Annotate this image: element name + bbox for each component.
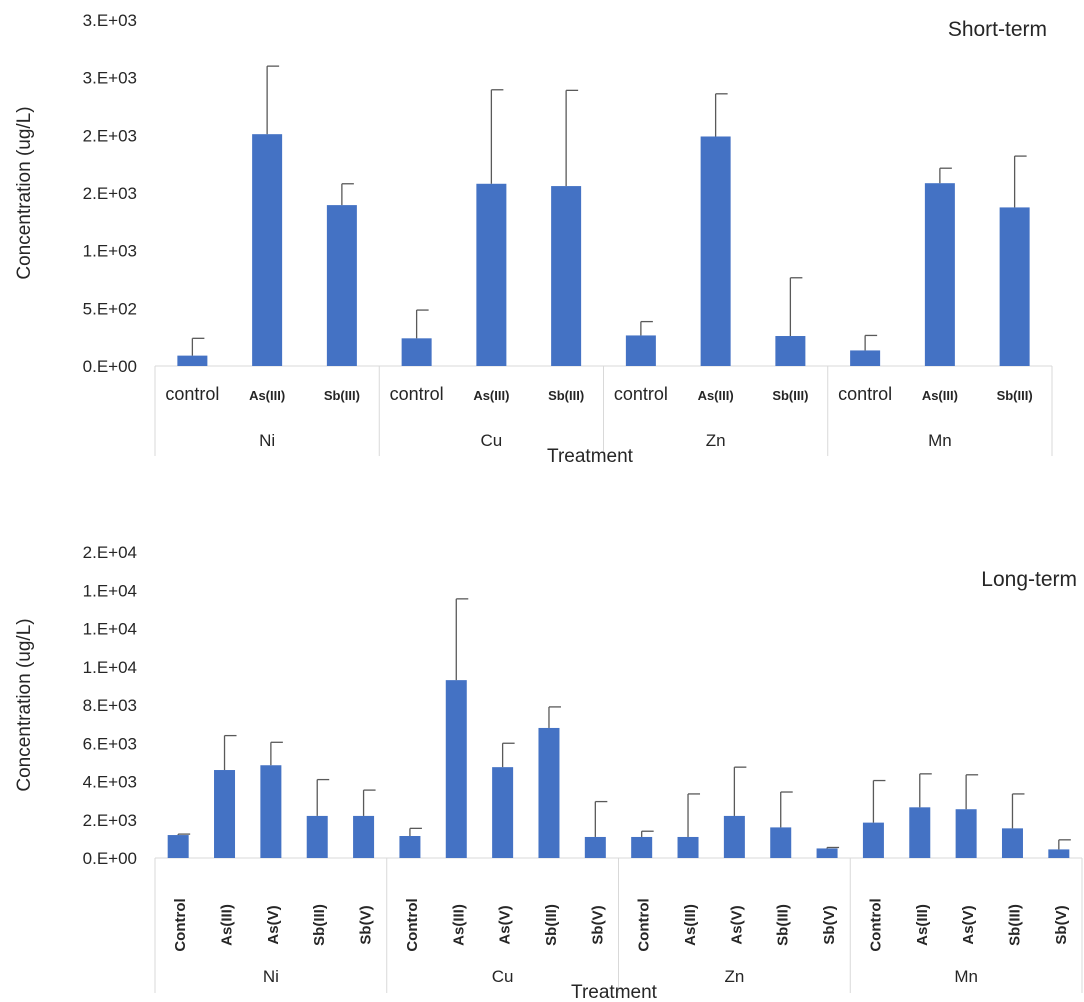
bar	[909, 807, 931, 858]
chart-title: Short-term	[948, 18, 1047, 41]
category-label: Control	[172, 898, 189, 951]
y-tick-label: 2.E+03	[83, 184, 137, 203]
group-label: Ni	[259, 431, 275, 450]
category-label: Sb(III)	[1006, 904, 1023, 946]
y-tick-label: 0.E+00	[83, 849, 137, 868]
category-label: As(III)	[698, 388, 734, 403]
group-label: Cu	[492, 967, 514, 986]
bar	[816, 848, 838, 858]
category-label: As(III)	[914, 904, 931, 946]
category-label: control	[390, 384, 444, 404]
category-label: As(V)	[728, 905, 745, 944]
y-tick-label: 1.E+04	[83, 581, 137, 600]
bar	[306, 815, 328, 858]
y-tick-label: 5.E+02	[83, 299, 137, 318]
bar	[260, 765, 282, 858]
chart-title: Long-term	[981, 568, 1077, 591]
group-label: Zn	[724, 967, 744, 986]
long-term-chart: 0.E+00 2.E+03 4.E+03 6.E+03 8.E+03 1.E+04 1.E+…	[14, 543, 1083, 1002]
bar	[445, 680, 467, 858]
category-label: As(III)	[922, 388, 958, 403]
category-label: Sb(III)	[324, 388, 360, 403]
group-label: Zn	[706, 431, 726, 450]
y-tick-label: 6.E+03	[83, 734, 137, 753]
bar	[584, 836, 606, 858]
x-axis-title: Treatment	[571, 982, 658, 1002]
group-label: Mn	[928, 431, 952, 450]
category-label: Sb(III)	[548, 388, 584, 403]
bar	[538, 727, 560, 858]
category-label: As(V)	[497, 905, 514, 944]
category-label: As(III)	[450, 904, 467, 946]
category-label: control	[614, 384, 668, 404]
category-label: As(V)	[960, 905, 977, 944]
bar	[862, 822, 884, 858]
y-tick-label: 4.E+03	[83, 773, 137, 792]
category-label: Control	[636, 898, 653, 951]
y-axis-title: Concentration (ug/L)	[14, 618, 35, 791]
y-tick-label: 1.E+04	[83, 620, 137, 639]
y-tick-label: 0.E+00	[83, 357, 137, 376]
category-label: As(III)	[682, 904, 699, 946]
category-label: Sb(V)	[358, 905, 375, 944]
bar	[214, 770, 236, 858]
bar	[1048, 849, 1070, 858]
bar	[177, 355, 208, 366]
bar	[401, 338, 432, 366]
category-label: As(III)	[473, 388, 509, 403]
y-tick-label: 3.E+03	[83, 69, 137, 88]
bar	[723, 815, 745, 858]
category-label: control	[165, 384, 219, 404]
category-label: Sb(V)	[589, 905, 606, 944]
bar	[551, 186, 582, 366]
category-label: Sb(V)	[1053, 905, 1070, 944]
group-label: Cu	[481, 431, 503, 450]
bar	[252, 134, 283, 366]
bar	[700, 136, 731, 366]
category-label: Control	[404, 898, 421, 951]
bar	[924, 183, 955, 366]
x-axis-title: Treatment	[547, 446, 634, 467]
y-tick-label: 3.E+03	[83, 11, 137, 30]
category-label: Sb(III)	[997, 388, 1033, 403]
category-label: Sb(V)	[821, 905, 838, 944]
group-label: Ni	[263, 967, 279, 986]
category-label: As(V)	[265, 905, 282, 944]
short-term-chart: 0.E+00 5.E+02 1.E+03 2.E+03 2.E+03 3.E+03 3.E+…	[14, 11, 1053, 467]
bar	[631, 836, 653, 858]
group-label: Mn	[954, 967, 978, 986]
category-label: As(III)	[249, 388, 285, 403]
y-tick-label: 2.E+03	[83, 126, 137, 145]
category-label: As(III)	[219, 904, 236, 946]
bar	[476, 183, 507, 366]
category-label: Sb(III)	[543, 904, 560, 946]
bar	[677, 836, 699, 858]
y-tick-label: 8.E+03	[83, 696, 137, 715]
y-tick-label: 2.E+03	[83, 811, 137, 830]
category-label: control	[838, 384, 892, 404]
category-label: Sb(III)	[311, 904, 328, 946]
bar	[492, 767, 514, 858]
bar	[353, 815, 375, 858]
category-label: Sb(III)	[772, 388, 808, 403]
category-label: Control	[867, 898, 884, 951]
y-tick-label: 2.E+04	[83, 543, 137, 562]
bar	[625, 335, 656, 366]
bar	[770, 827, 792, 858]
bar	[326, 205, 357, 366]
bar	[167, 835, 189, 858]
bar	[999, 207, 1030, 366]
bar	[399, 836, 421, 858]
bar	[850, 350, 881, 366]
y-tick-label: 1.E+04	[83, 658, 137, 677]
bar	[955, 809, 977, 858]
y-axis-title: Concentration (ug/L)	[14, 106, 35, 279]
category-label: Sb(III)	[775, 904, 792, 946]
bar	[775, 336, 806, 366]
y-tick-label: 1.E+03	[83, 242, 137, 261]
bar	[1001, 828, 1023, 858]
